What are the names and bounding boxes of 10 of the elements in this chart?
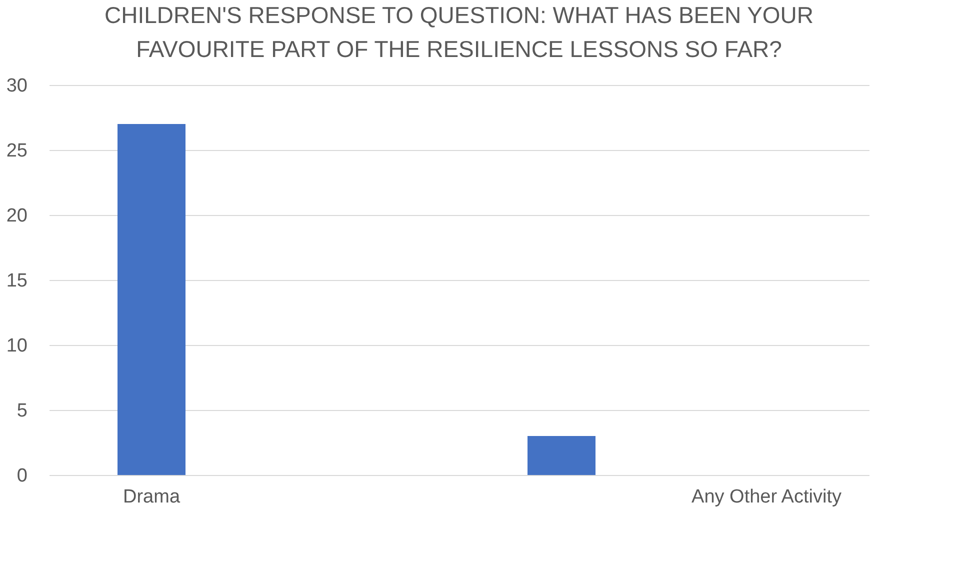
y-tick-label: 5 [16,400,28,422]
y-tick-label: 10 [6,336,28,356]
chart-title: CHILDREN'S RESPONSE TO QUESTION: WHAT HAS BEEN YOUR FAVOURITE PART OF THE RESILIENCE LESSONS SO FAR? [104,2,814,62]
x-tick-label: Drama [122,486,180,508]
y-tick-label: 0 [16,466,28,486]
y-tick-label: 25 [6,140,28,162]
x-tick-label: Any Other Activity [692,486,842,508]
y-tick-label: 30 [6,76,28,96]
y-tick-label: 15 [6,270,28,292]
y-tick-label: 20 [6,206,28,226]
